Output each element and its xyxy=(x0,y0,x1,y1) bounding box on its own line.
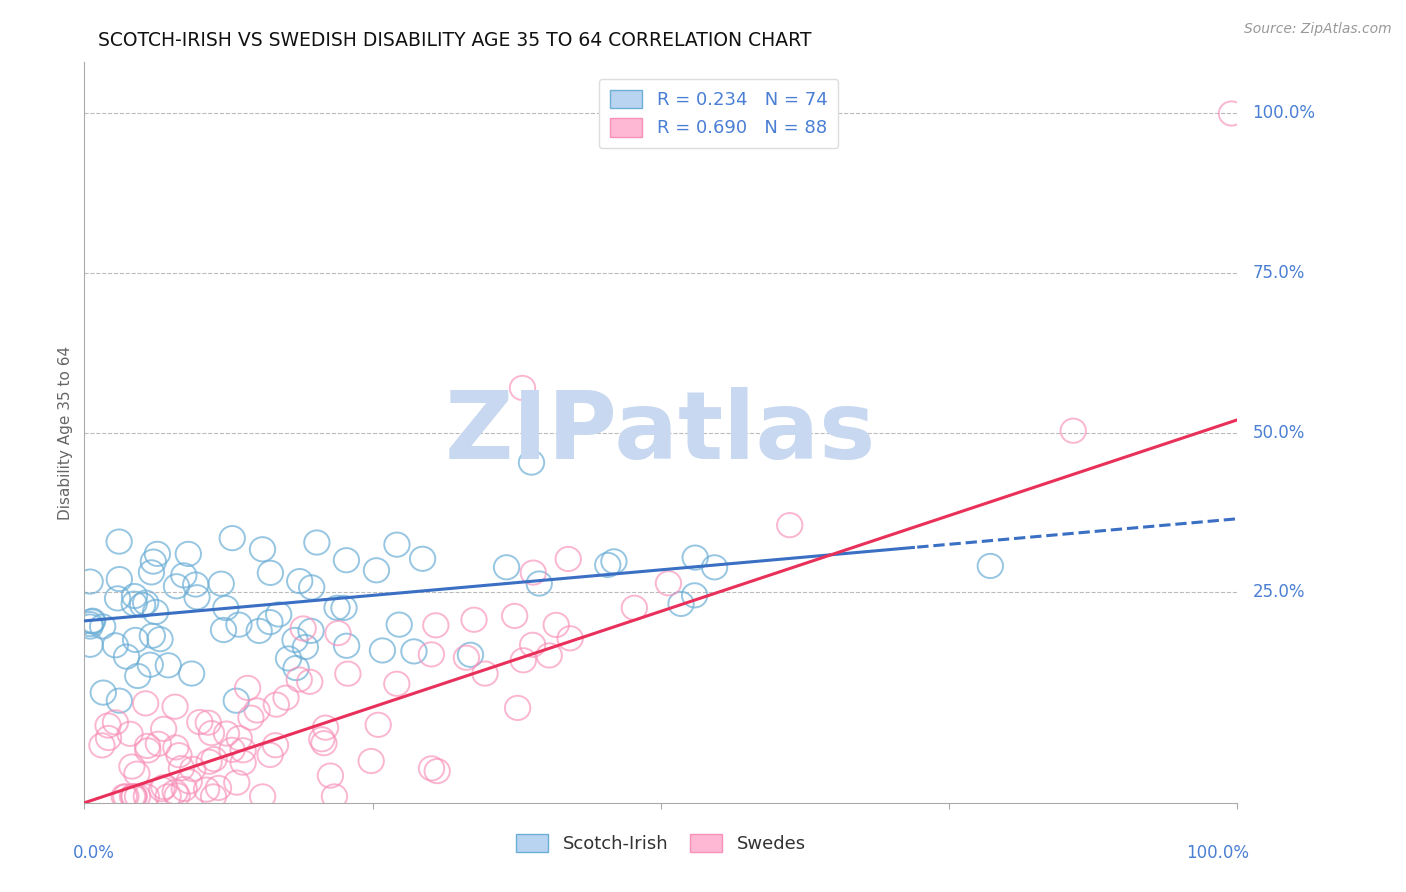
Y-axis label: Disability Age 35 to 64: Disability Age 35 to 64 xyxy=(58,345,73,520)
Text: 100.0%: 100.0% xyxy=(1253,104,1315,122)
Text: 0.0%: 0.0% xyxy=(73,844,115,862)
Text: Source: ZipAtlas.com: Source: ZipAtlas.com xyxy=(1244,22,1392,37)
Text: SCOTCH-IRISH VS SWEDISH DISABILITY AGE 35 TO 64 CORRELATION CHART: SCOTCH-IRISH VS SWEDISH DISABILITY AGE 3… xyxy=(98,31,811,50)
Text: 75.0%: 75.0% xyxy=(1253,264,1305,282)
Text: ZIPatlas: ZIPatlas xyxy=(446,386,876,479)
Text: 100.0%: 100.0% xyxy=(1185,844,1249,862)
Text: 50.0%: 50.0% xyxy=(1253,424,1305,442)
Text: 25.0%: 25.0% xyxy=(1253,583,1305,601)
Legend: Scotch-Irish, Swedes: Scotch-Irish, Swedes xyxy=(509,827,813,861)
